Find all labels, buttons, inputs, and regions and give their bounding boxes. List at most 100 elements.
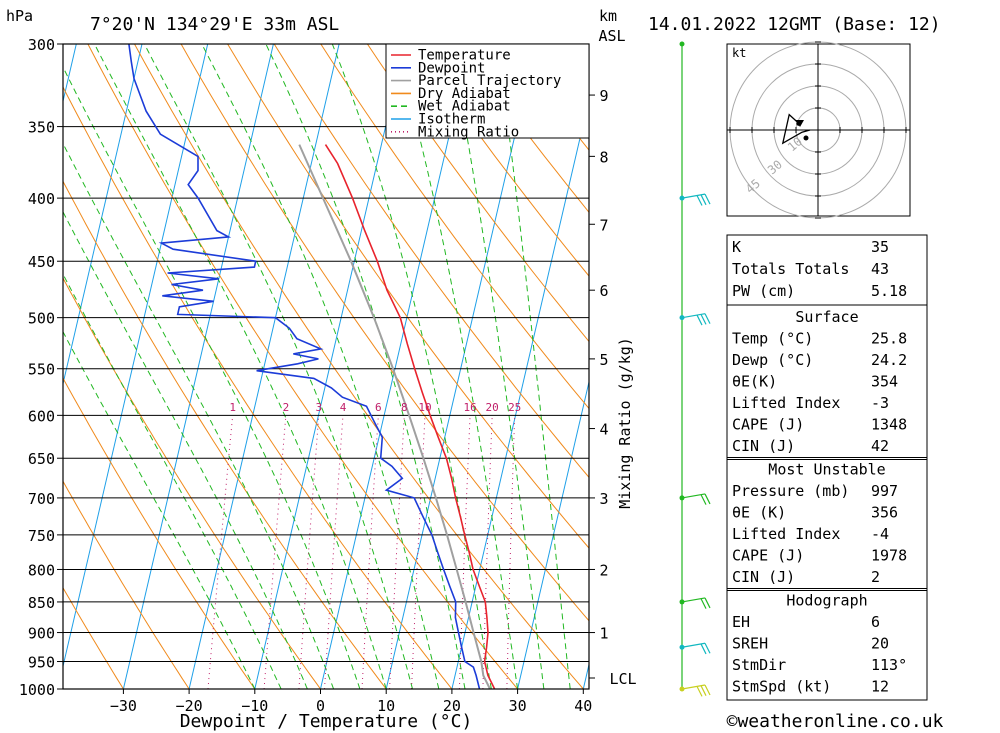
isotherm-line xyxy=(320,44,471,689)
most-unstable-table-row-label: CIN (J) xyxy=(732,568,795,586)
pressure-tick-label: 850 xyxy=(28,594,55,612)
dry-adiabat-line xyxy=(180,44,589,622)
pressure-tick-label: 600 xyxy=(28,407,55,425)
storm-motion-marker xyxy=(796,120,804,127)
datetime-title: 14.01.2022 12GMT (Base: 12) xyxy=(648,14,941,35)
most-unstable-table-row-label: Pressure (mb) xyxy=(732,482,849,500)
isotherm-line xyxy=(122,44,274,689)
surface-table-row-label: CIN (J) xyxy=(732,437,795,455)
wet-adiabat-line xyxy=(265,44,466,689)
hodograph-table-row-label: EH xyxy=(732,613,750,631)
km-tick-label: 9 xyxy=(599,87,608,105)
indices-table-row-label: K xyxy=(732,238,741,256)
pressure-tick-label: 650 xyxy=(28,450,55,468)
dry-adiabat-line xyxy=(63,277,321,689)
mixing-ratio-line xyxy=(361,415,379,689)
hodograph-point xyxy=(803,135,809,141)
wind-barb-feather xyxy=(700,685,707,696)
isotherm-line xyxy=(451,97,589,689)
dry-adiabat-line xyxy=(63,377,256,689)
surface-table-row-value: 354 xyxy=(871,373,898,391)
km-tick-label: 8 xyxy=(599,148,608,166)
mixing-ratio-label: 20 xyxy=(486,401,499,414)
pressure-tick-label: 700 xyxy=(28,490,55,508)
dewpoint-line xyxy=(128,44,481,689)
copyright-text: ©weatheronline.co.uk xyxy=(727,711,944,732)
wet-adiabat-line xyxy=(63,210,308,689)
wind-barb-feather xyxy=(704,193,711,205)
indices-table-row-value: 35 xyxy=(871,238,889,256)
mixing-ratio-label: 1 xyxy=(229,401,236,414)
hodograph-table-box xyxy=(726,588,928,701)
location-title: 7°20'N 134°29'E 33m ASL xyxy=(90,14,339,35)
wind-barb-feather xyxy=(696,314,703,326)
most-unstable-table-row-value: -4 xyxy=(871,525,889,543)
wind-barb-feather xyxy=(704,493,711,505)
surface-table-row-label: CAPE (J) xyxy=(732,416,804,434)
hodograph-table-row-label: SREH xyxy=(732,635,768,653)
indices-tables: K 35 Totals Totals 43 PW (cm) 5.18 Surface Temp… xyxy=(726,234,928,701)
asl-unit-label: ASL xyxy=(598,27,625,45)
most-unstable-table-row-value: 1978 xyxy=(871,547,907,565)
pressure-tick-label: 750 xyxy=(28,527,55,545)
dry-adiabat-line xyxy=(63,180,387,689)
mixing-ratio-label: 6 xyxy=(375,401,382,414)
temp-tick-label: 10 xyxy=(377,697,395,715)
dry-adiabat-line xyxy=(63,480,190,689)
most-unstable-table-row-value: 997 xyxy=(871,482,898,500)
wind-barb-feather xyxy=(696,686,703,697)
wet-adiabat-line xyxy=(449,44,545,689)
most-unstable-table-row-label: CAPE (J) xyxy=(732,547,804,565)
wind-barb-feather xyxy=(700,643,707,655)
wind-barb-feather xyxy=(700,194,707,206)
mixing-ratio-label: 10 xyxy=(418,401,431,414)
legend-box xyxy=(385,43,590,139)
pressure-tick-label: 450 xyxy=(28,253,55,271)
mixing-ratio-label: 3 xyxy=(315,401,322,414)
most-unstable-table-row-label: Lifted Index xyxy=(732,525,840,543)
wind-barb-feather xyxy=(700,314,707,325)
wet-adiabat-line xyxy=(63,142,335,689)
parcel-trajectory-line xyxy=(298,144,491,689)
mixing-ratio-axis-title: Mixing Ratio (g/kg) xyxy=(616,337,634,509)
isotherm-line xyxy=(63,44,143,386)
temp-tick-label: −10 xyxy=(241,697,268,715)
legend-label: Isotherm xyxy=(418,112,485,128)
pressure-tick-label: 950 xyxy=(28,654,55,672)
temperature-line xyxy=(324,144,496,689)
isotherm-line xyxy=(188,44,340,689)
hodograph-table-row-value: 113° xyxy=(871,656,907,674)
hodograph-table-row-value: 20 xyxy=(871,635,889,653)
legend-label: Dry Adiabat xyxy=(418,86,511,102)
surface-table-row-label: Dewp (°C) xyxy=(732,351,813,369)
isotherm-line xyxy=(385,44,537,689)
plot-frame xyxy=(62,43,590,690)
km-tick-label: 1 xyxy=(599,625,608,643)
wind-barb-feather xyxy=(696,195,703,206)
indices-table-row-label: PW (cm) xyxy=(732,282,795,300)
wet-adiabat-line xyxy=(63,273,282,689)
mixing-ratio-label: 2 xyxy=(283,401,290,414)
pressure-tick-label: 800 xyxy=(28,561,55,579)
km-tick-label: 5 xyxy=(599,351,608,369)
pressure-tick-label: 1000 xyxy=(19,681,55,699)
mixing-ratio-label: 25 xyxy=(508,401,521,414)
wind-barb-feather xyxy=(704,597,711,609)
hodograph-table-row-label: StmDir xyxy=(732,656,786,674)
legend-label: Mixing Ratio xyxy=(418,124,519,140)
indices-table-row-label: Totals Totals xyxy=(732,260,849,278)
temp-tick-label: 40 xyxy=(574,697,592,715)
hodograph-table-row-value: 12 xyxy=(871,678,889,696)
surface-table-row-label: θE(K) xyxy=(732,373,777,391)
isotherm-line xyxy=(254,44,406,689)
wet-adiabat-line xyxy=(201,44,440,689)
lcl-label: LCL xyxy=(609,670,636,688)
surface-table-row-value: 1348 xyxy=(871,416,907,434)
surface-table-row-value: 24.2 xyxy=(871,351,907,369)
pressure-tick-label: 300 xyxy=(28,36,55,54)
dry-adiabat-lines xyxy=(63,44,589,689)
temp-tick-label: 20 xyxy=(443,697,461,715)
